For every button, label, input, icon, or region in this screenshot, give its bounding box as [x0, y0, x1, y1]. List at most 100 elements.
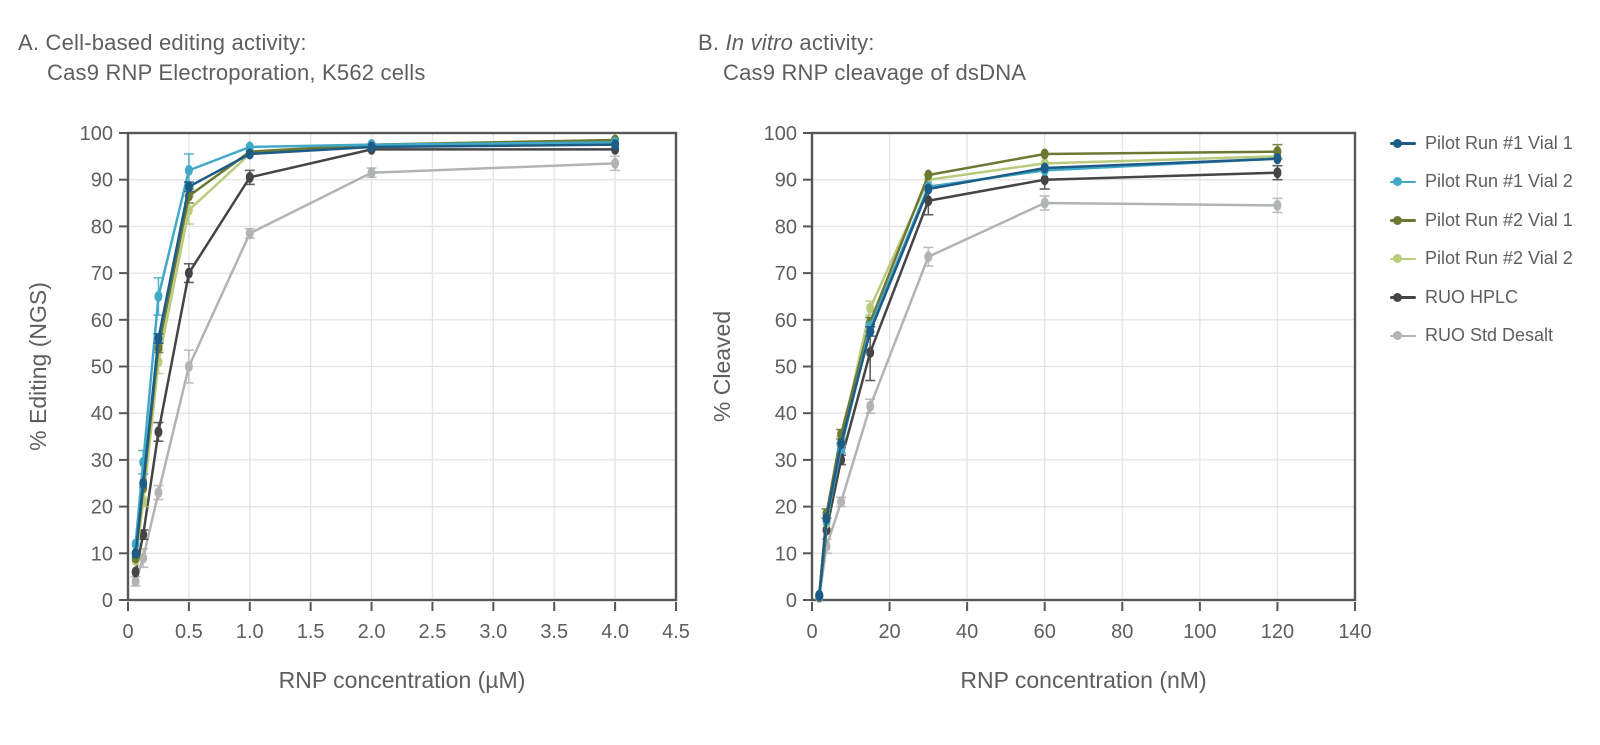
y-axis-title: % Cleaved: [709, 311, 735, 422]
svg-text:80: 80: [1111, 621, 1133, 643]
svg-text:0.5: 0.5: [175, 621, 203, 643]
legend: Pilot Run #1 Vial 1 Pilot Run #1 Vial 2 Pi…: [1390, 132, 1590, 363]
panel-b-title-rest: activity:: [793, 30, 875, 55]
legend-item: RUO Std Desalt: [1390, 325, 1590, 347]
series-line: [134, 141, 616, 545]
svg-text:2.0: 2.0: [358, 621, 386, 643]
svg-text:4.5: 4.5: [662, 621, 690, 643]
series-ruo-std-desalt: [130, 155, 621, 587]
svg-text:60: 60: [1034, 621, 1056, 643]
series-line: [134, 148, 616, 573]
panel-a-title-rest: Cell-based editing activity:: [45, 30, 307, 55]
error-bars: [836, 164, 1283, 466]
svg-text:0: 0: [102, 590, 113, 612]
series-pilot-run-1-vial-1: [815, 153, 1282, 601]
svg-text:20: 20: [775, 497, 797, 519]
svg-text:40: 40: [775, 403, 797, 425]
axis-tick-labels: 0 0.5 1.0 1.5 2.0 2.5 3.0 3.5 4.0 4.5 0 10 20 30 40 50 6…: [80, 123, 690, 643]
legend-label: RUO Std Desalt: [1425, 325, 1554, 345]
panel-a-title-prefix: A.: [18, 30, 40, 55]
gridlines: [128, 133, 676, 600]
y-axis-title: % Editing (NGS): [25, 282, 51, 451]
legend-label: Pilot Run #1 Vial 1: [1425, 132, 1573, 153]
legend-series-marker-icon: [1390, 330, 1416, 342]
svg-text:50: 50: [775, 357, 797, 379]
x-axis-title: RNP concentration (nM): [960, 667, 1206, 693]
error-bars: [821, 143, 1283, 520]
series-line: [134, 138, 616, 559]
svg-text:70: 70: [91, 263, 113, 285]
series-markers: [815, 153, 1282, 601]
svg-text:60: 60: [775, 310, 797, 332]
panel-b-title-italic: In vitro: [725, 30, 794, 55]
series-pilot-run-2-vial-2: [131, 136, 620, 566]
error-bars: [821, 195, 1283, 555]
legend-label: Pilot Run #2 Vial 2: [1425, 248, 1573, 268]
svg-text:3.5: 3.5: [540, 621, 568, 643]
series-markers: [131, 134, 620, 564]
legend-item: Pilot Run #1 Vial 2: [1390, 171, 1590, 193]
series-markers: [815, 167, 1282, 602]
legend-label: Pilot Run #1 Vial 2: [1425, 171, 1573, 191]
svg-text:20: 20: [878, 621, 900, 643]
panel-b-title: B. In vitro activity: Cas9 RNP cleavage …: [698, 28, 1026, 88]
svg-text:0: 0: [122, 621, 133, 643]
legend-item: Pilot Run #1 Vial 1: [1390, 132, 1590, 154]
legend-series-marker-icon: [1390, 176, 1416, 188]
series-line: [818, 171, 1278, 597]
series-line: [134, 141, 616, 561]
series-ruo-hplc: [815, 164, 1283, 602]
legend-label: Pilot Run #2 Vial 1: [1425, 209, 1573, 230]
legend-series-marker-icon: [1390, 253, 1416, 265]
legend-series-marker-icon: [1390, 137, 1416, 149]
legend-series-marker-icon: [1390, 214, 1416, 226]
svg-text:1.0: 1.0: [236, 621, 264, 643]
series-markers: [131, 136, 620, 566]
series-pilot-run-2-vial-2: [815, 150, 1282, 601]
legend-series-marker-icon: [1390, 291, 1416, 303]
svg-text:30: 30: [775, 450, 797, 472]
series-markers: [815, 197, 1282, 604]
legend-item: RUO HPLC: [1390, 286, 1590, 308]
legend-item: Pilot Run #2 Vial 2: [1390, 248, 1590, 270]
series-markers: [815, 146, 1282, 601]
svg-text:80: 80: [91, 216, 113, 238]
panel-b-title-line2: Cas9 RNP cleavage of dsDNA: [723, 60, 1027, 85]
series-pilot-run-2-vial-1: [815, 143, 1283, 601]
svg-text:3.0: 3.0: [479, 621, 507, 643]
series-ruo-hplc: [131, 143, 620, 578]
series-line: [818, 201, 1278, 598]
svg-text:30: 30: [91, 450, 113, 472]
svg-text:20: 20: [91, 497, 113, 519]
series-line: [818, 155, 1278, 596]
series-markers: [131, 143, 620, 578]
svg-text:100: 100: [80, 123, 113, 145]
series-markers: [815, 153, 1282, 601]
series-markers: [131, 157, 620, 587]
svg-text:100: 100: [764, 123, 797, 145]
svg-text:120: 120: [1261, 621, 1294, 643]
svg-text:10: 10: [775, 543, 797, 565]
panel-b-title-prefix: B.: [698, 30, 720, 55]
legend-label: RUO HPLC: [1425, 286, 1519, 307]
svg-text:90: 90: [775, 170, 797, 192]
panel-a-title-line1: A. Cell-based editing activity:: [18, 28, 426, 58]
series-ruo-std-desalt: [815, 195, 1283, 604]
svg-text:60: 60: [91, 310, 113, 332]
axis-ticks: [803, 132, 1356, 611]
series-line: [134, 143, 616, 554]
series-line: [818, 150, 1278, 596]
svg-text:4.0: 4.0: [601, 621, 629, 643]
panel-b-title-line1: B. In vitro activity:: [698, 28, 1026, 58]
svg-text:80: 80: [775, 216, 797, 238]
series-line: [818, 157, 1278, 596]
legend-item: Pilot Run #2 Vial 1: [1390, 209, 1590, 231]
svg-text:0: 0: [806, 621, 817, 643]
x-axis-title: RNP concentration (µM): [279, 667, 526, 693]
series-pilot-run-1-vial-2: [815, 153, 1282, 601]
panel-a-title: A. Cell-based editing activity: Cas9 RNP…: [18, 28, 426, 88]
series-markers: [131, 136, 620, 550]
svg-text:50: 50: [91, 357, 113, 379]
